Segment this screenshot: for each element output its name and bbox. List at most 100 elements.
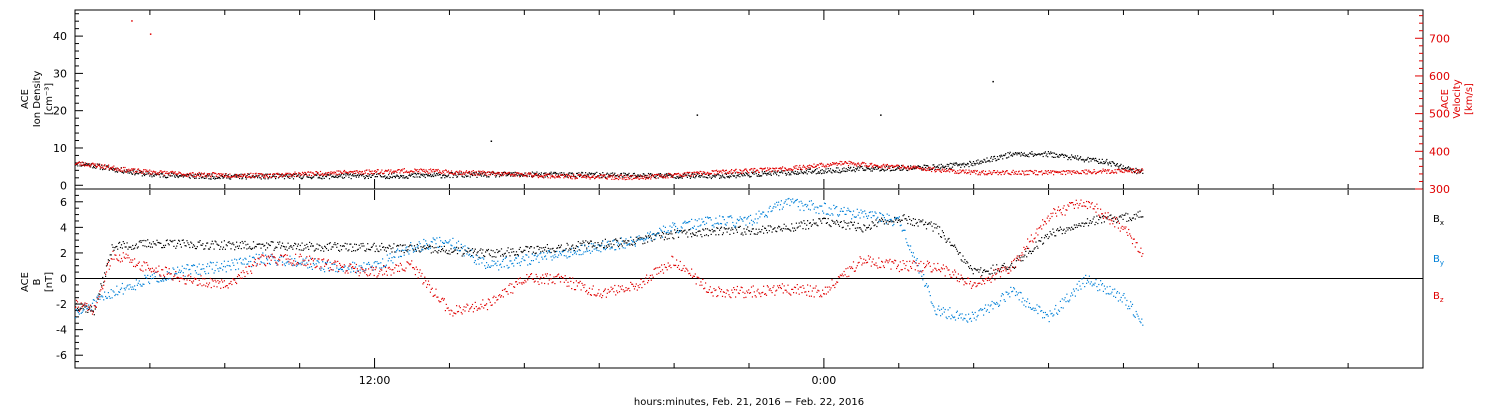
data-point — [890, 219, 892, 221]
data-point — [688, 172, 690, 174]
data-point — [439, 174, 441, 176]
data-point — [1031, 170, 1033, 172]
data-point — [354, 262, 356, 264]
data-point — [460, 246, 462, 249]
data-point — [162, 176, 164, 178]
data-point — [890, 169, 892, 172]
data-point — [560, 244, 562, 246]
data-point — [573, 175, 575, 177]
data-point — [529, 173, 531, 175]
data-point — [1128, 171, 1130, 173]
data-point — [75, 317, 77, 319]
data-point — [223, 260, 225, 262]
data-point — [791, 201, 793, 203]
data-point — [148, 171, 150, 173]
data-point — [603, 245, 606, 247]
data-point — [334, 171, 336, 173]
data-point — [576, 246, 578, 248]
data-point — [144, 169, 146, 171]
data-point — [1014, 152, 1017, 154]
data-point — [967, 262, 969, 264]
data-point — [311, 245, 313, 247]
data-point — [1022, 260, 1024, 262]
data-point — [327, 172, 329, 174]
data-point — [721, 175, 723, 177]
data-point — [277, 172, 279, 174]
data-point — [90, 164, 92, 166]
data-point — [602, 174, 604, 176]
data-point — [111, 297, 113, 299]
data-point — [694, 172, 696, 174]
data-point — [494, 263, 496, 265]
data-point — [976, 170, 978, 172]
data-point — [1032, 155, 1034, 157]
data-point — [225, 244, 227, 246]
data-point — [732, 228, 734, 231]
data-point — [999, 171, 1002, 173]
data-point — [363, 262, 365, 264]
data-point — [396, 174, 398, 176]
data-point — [705, 176, 707, 178]
data-point — [371, 265, 373, 267]
data-point — [495, 175, 498, 177]
data-point — [594, 173, 596, 175]
data-point — [954, 246, 957, 248]
data-point — [859, 166, 861, 168]
data-point — [819, 162, 821, 165]
data-point — [1141, 216, 1143, 218]
data-point — [79, 164, 81, 166]
data-point — [1024, 254, 1026, 256]
data-point — [590, 240, 592, 242]
data-point — [1059, 171, 1061, 173]
data-point — [447, 253, 449, 255]
data-point — [899, 221, 901, 223]
data-point — [1068, 170, 1070, 172]
data-point — [200, 268, 202, 270]
data-point — [373, 242, 375, 244]
data-point — [475, 171, 477, 173]
data-point — [332, 246, 334, 248]
data-point — [693, 234, 695, 236]
data-point — [766, 232, 768, 234]
data-point — [946, 240, 948, 242]
data-point — [708, 174, 710, 176]
data-point — [509, 173, 511, 175]
data-point — [147, 173, 149, 175]
data-point — [362, 270, 364, 272]
data-point — [803, 166, 805, 168]
data-point — [933, 166, 935, 169]
data-point — [326, 172, 328, 174]
data-point — [744, 231, 746, 233]
data-point — [734, 175, 736, 177]
data-point — [1014, 171, 1016, 173]
data-point — [393, 243, 395, 245]
data-point — [530, 263, 532, 265]
data-point — [315, 173, 317, 176]
data-point — [1089, 158, 1091, 160]
data-point — [533, 172, 535, 174]
data-point — [689, 220, 691, 223]
data-point — [779, 172, 781, 174]
data-point — [953, 169, 955, 171]
data-point — [329, 172, 331, 174]
data-point — [1140, 216, 1142, 218]
data-point — [784, 167, 787, 169]
data-point — [954, 162, 957, 164]
data-point — [209, 246, 211, 248]
data-point — [1013, 154, 1015, 156]
data-point — [858, 169, 860, 171]
data-point — [537, 174, 539, 176]
x-tick-label: 12:00 — [359, 374, 391, 387]
data-point — [470, 256, 472, 258]
data-point — [468, 247, 470, 250]
data-point — [901, 165, 903, 167]
data-point — [779, 204, 782, 206]
data-point — [794, 229, 797, 231]
data-point — [217, 244, 219, 246]
data-point — [982, 271, 984, 273]
data-point — [400, 170, 402, 172]
data-point — [1091, 221, 1093, 223]
data-point — [732, 174, 734, 177]
data-point — [756, 169, 758, 171]
data-point — [486, 174, 488, 176]
